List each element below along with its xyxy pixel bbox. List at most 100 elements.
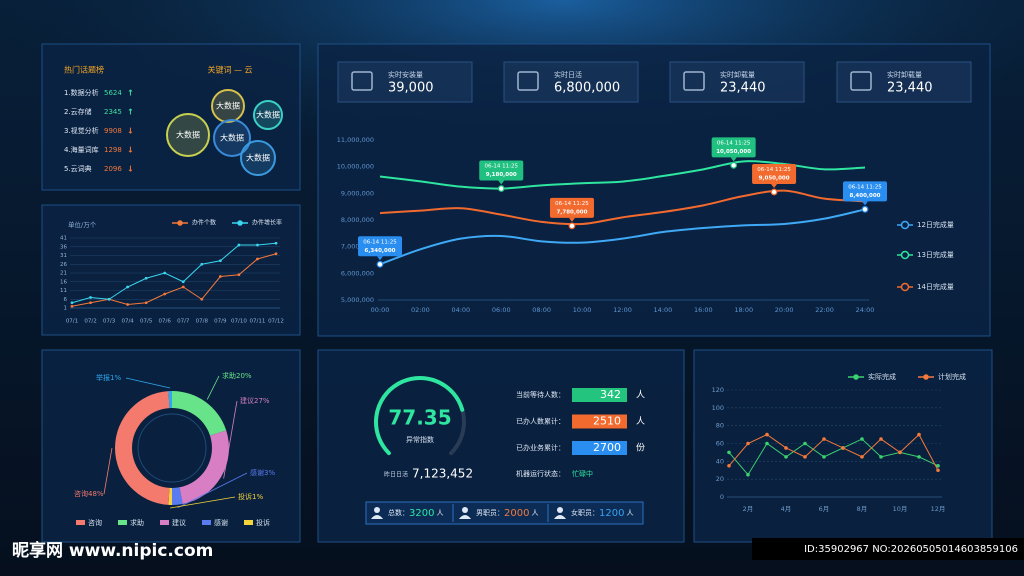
- staff-icon: [374, 507, 380, 513]
- point: [89, 296, 92, 299]
- legend-dot: [853, 374, 859, 380]
- y-tick-label: 60: [716, 440, 724, 448]
- callout-box: [549, 197, 594, 218]
- topic-value: 1298: [104, 146, 122, 154]
- keyword-bubble: [253, 100, 283, 130]
- keyword-bubble: [240, 140, 276, 176]
- legend-dot: [900, 220, 910, 230]
- staff-text: 总数：3200 人: [388, 508, 443, 519]
- point: [917, 432, 921, 437]
- stat-icon: [351, 71, 373, 91]
- callout-point: [376, 260, 384, 268]
- callout-time: 06-14 11:25: [484, 164, 518, 170]
- point: [727, 463, 731, 468]
- y-tick-label: 80: [716, 422, 724, 430]
- callout-box: [843, 181, 887, 202]
- legend-label: 实际完成: [868, 372, 896, 381]
- point: [256, 257, 259, 261]
- queue-bar: [572, 388, 627, 402]
- legend-label: 求助: [130, 518, 144, 527]
- staff-bar: [365, 501, 644, 525]
- legend-dot: [923, 374, 929, 380]
- donut-slice: [179, 430, 230, 504]
- topic-label: 3.视觉分析: [64, 126, 99, 135]
- point: [237, 273, 241, 277]
- x-tick-label: 18:00: [734, 306, 753, 314]
- legend-label: 咨询: [88, 518, 102, 527]
- callout-time: 06-14 11:25: [848, 184, 882, 190]
- point: [917, 455, 921, 459]
- topic-label: 2.云存储: [64, 107, 92, 116]
- series-line: [71, 242, 277, 304]
- point: [803, 441, 807, 446]
- callout-value: 6,340,000: [365, 248, 396, 254]
- queue-unit: 人: [636, 390, 645, 401]
- x-tick-label: 2月: [743, 505, 754, 513]
- y-tick-label: 36: [60, 244, 67, 250]
- stat-label: 实时日活: [554, 70, 582, 79]
- legend-label: 感谢: [214, 518, 228, 527]
- x-tick-label: 08:00: [532, 306, 551, 314]
- point: [181, 285, 185, 289]
- x-tick-label: 4月: [781, 505, 792, 513]
- y-tick-label: 120: [712, 386, 724, 394]
- panel-title: 关键词 — 云: [207, 65, 252, 75]
- point: [765, 441, 769, 446]
- callout-box: [479, 160, 524, 181]
- legend-swatch: [202, 520, 211, 525]
- watermark-site: 昵享网 www.nipic.com: [12, 540, 213, 561]
- series-line: [728, 433, 939, 471]
- point: [200, 262, 204, 266]
- legend-label: 14日完成量: [917, 282, 954, 291]
- point: [274, 241, 278, 245]
- y-tick-label: 11,000,000: [337, 136, 374, 144]
- callout-time: 06-14 11:25: [555, 201, 589, 207]
- legend-swatch: [118, 520, 127, 525]
- callout-pointer: [377, 256, 383, 261]
- point: [181, 280, 185, 284]
- stat-value: 23,440: [887, 81, 933, 96]
- point: [218, 259, 222, 263]
- leader-line: [177, 472, 248, 509]
- gauge-label: 异常指数: [406, 435, 434, 444]
- point: [200, 297, 204, 301]
- topic-value: 5624: [104, 89, 122, 97]
- slice-label: 建议27%: [240, 396, 270, 405]
- point: [860, 437, 864, 441]
- point: [163, 271, 167, 275]
- x-tick-label: 07/8: [196, 319, 209, 325]
- y-tick-label: 100: [712, 404, 724, 412]
- x-tick-label: 07/4: [121, 319, 134, 325]
- keyword-bubble: [213, 119, 251, 157]
- watermark-strip: [752, 538, 1024, 560]
- callout-value: 9,180,000: [486, 172, 517, 178]
- point: [256, 243, 259, 247]
- legend-dot: [237, 220, 243, 226]
- callout-box: [752, 164, 797, 184]
- panel: [41, 43, 301, 191]
- staff-label: 男职员：: [476, 509, 504, 517]
- topic-arrow: ↓: [127, 146, 134, 155]
- x-tick-label: 20:00: [775, 306, 794, 314]
- legend-dot: [900, 282, 910, 292]
- x-tick-label: 00:00: [371, 306, 390, 314]
- staff-icon: [462, 507, 468, 513]
- y-tick-label: 26: [60, 262, 67, 268]
- staff-icon-body: [371, 515, 383, 519]
- gauge-number: 77.35: [388, 406, 451, 430]
- stat-label: 实时卸载量: [720, 70, 755, 79]
- point: [70, 304, 74, 308]
- queue-label: 当前等待人数：: [516, 390, 565, 399]
- point: [860, 455, 864, 459]
- staff-text: 男职员：2000 人: [476, 508, 538, 519]
- slice-value: 20%: [236, 372, 252, 380]
- slice-name: 建议: [240, 396, 254, 405]
- callout-box: [711, 137, 756, 158]
- legend-label: 办件个数: [192, 219, 216, 227]
- x-tick-label: 06:00: [492, 306, 511, 314]
- callout-point: [770, 188, 778, 196]
- point: [237, 243, 241, 247]
- x-tick-label: 04:00: [451, 306, 470, 314]
- x-tick-label: 16:00: [694, 306, 713, 314]
